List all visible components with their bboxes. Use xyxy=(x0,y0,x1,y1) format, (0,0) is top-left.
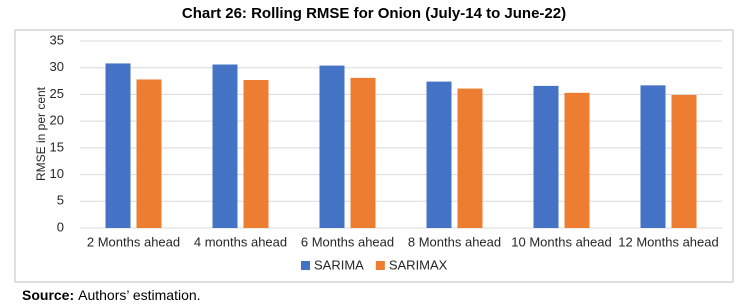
bar xyxy=(426,81,452,228)
x-tick-label: 8 Months ahead xyxy=(408,234,501,249)
source-label: Source: xyxy=(22,287,74,303)
y-tick-label: 35 xyxy=(50,32,64,47)
legend-swatch xyxy=(301,261,310,270)
y-tick-label: 15 xyxy=(50,139,64,154)
y-tick-label: 5 xyxy=(57,193,64,208)
y-tick-label: 0 xyxy=(57,219,64,234)
bar xyxy=(564,92,590,228)
source: Source: Authors’ estimation. xyxy=(22,287,201,303)
x-tick-label: 12 Months ahead xyxy=(618,234,718,249)
x-tick-label: 2 Months ahead xyxy=(87,234,180,249)
bar xyxy=(243,80,269,228)
bar xyxy=(319,65,345,228)
x-tick-label: 4 months ahead xyxy=(194,234,287,249)
bar xyxy=(533,85,559,228)
y-tick-label: 25 xyxy=(50,86,64,101)
bar xyxy=(105,63,131,228)
bar xyxy=(350,77,376,228)
y-axis-label: RMSE in per cent xyxy=(34,86,48,181)
x-tick-label: 10 Months ahead xyxy=(511,234,611,249)
y-tick-label: 30 xyxy=(50,59,64,74)
chart-title: Chart 26: Rolling RMSE for Onion (July-1… xyxy=(182,5,566,22)
bar xyxy=(136,79,162,229)
legend-label: SARIMA xyxy=(314,257,364,272)
bar xyxy=(457,88,483,229)
bar xyxy=(212,64,238,228)
chart-border xyxy=(14,29,734,283)
legend-label: SARIMAX xyxy=(389,257,448,272)
legend-swatch xyxy=(375,261,385,270)
y-tick-label: 10 xyxy=(50,166,64,181)
source-text: Authors’ estimation. xyxy=(78,287,200,303)
y-tick-label: 20 xyxy=(50,113,64,128)
bar xyxy=(671,94,697,228)
bar xyxy=(640,85,666,229)
x-tick-label: 6 Months ahead xyxy=(301,234,394,249)
